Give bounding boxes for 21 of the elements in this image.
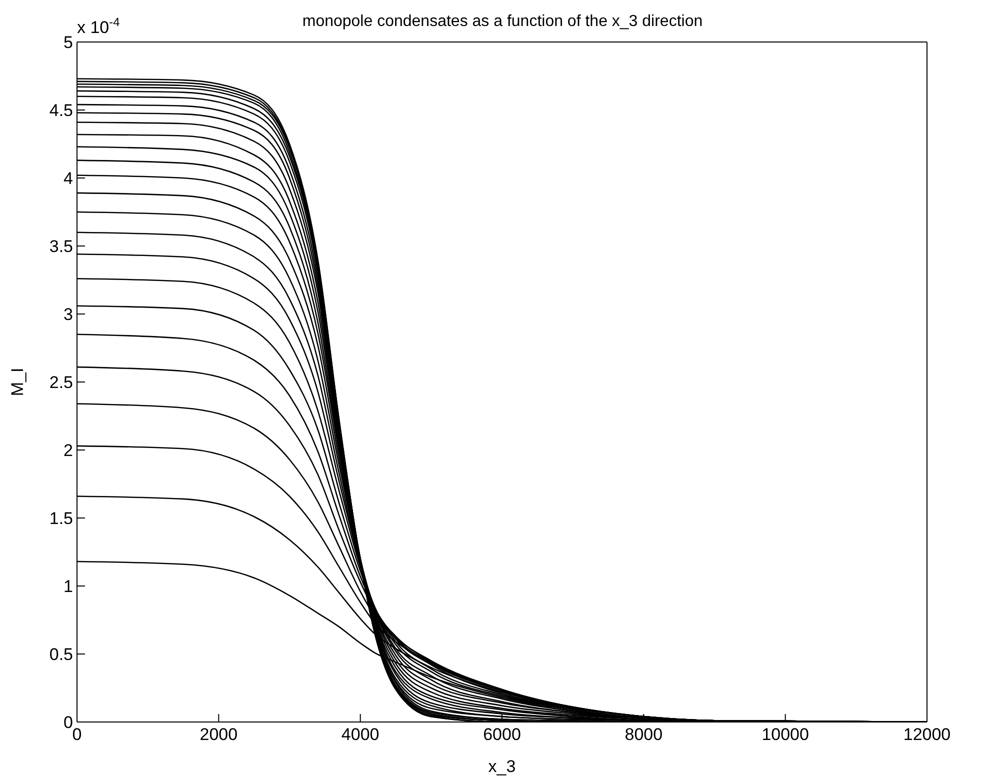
y-tick-label: 1	[64, 577, 73, 596]
y-axis-title: M_I	[8, 368, 28, 396]
x-tick-label: 6000	[483, 725, 521, 744]
y-tick-label: 0.5	[49, 645, 73, 664]
text: x 10$^{-4}$	[77, 15, 120, 37]
x-axis-title: x_3	[488, 757, 516, 776]
x-tick-label: 12000	[903, 725, 951, 744]
y-tick-label: 1.5	[49, 509, 73, 528]
y-tick-label: 4	[64, 169, 73, 188]
chart-title: monopole condensates as a function of the x_3 direction	[302, 13, 703, 30]
x-tick-label: 2000	[200, 725, 238, 744]
y-tick-label: 2	[64, 441, 73, 460]
x-tick-label: 8000	[624, 725, 663, 744]
x-tick-label: 10000	[762, 725, 809, 744]
y-tick-label: 0	[64, 713, 73, 732]
y-tick-label: 2.5	[49, 373, 73, 392]
x-tick-label: 4000	[341, 725, 380, 744]
y-tick-label: 4.5	[49, 101, 73, 120]
y-tick-label: 5	[64, 33, 73, 52]
y-tick-label: 3.5	[49, 237, 73, 256]
y-tick-label: 3	[64, 305, 73, 324]
